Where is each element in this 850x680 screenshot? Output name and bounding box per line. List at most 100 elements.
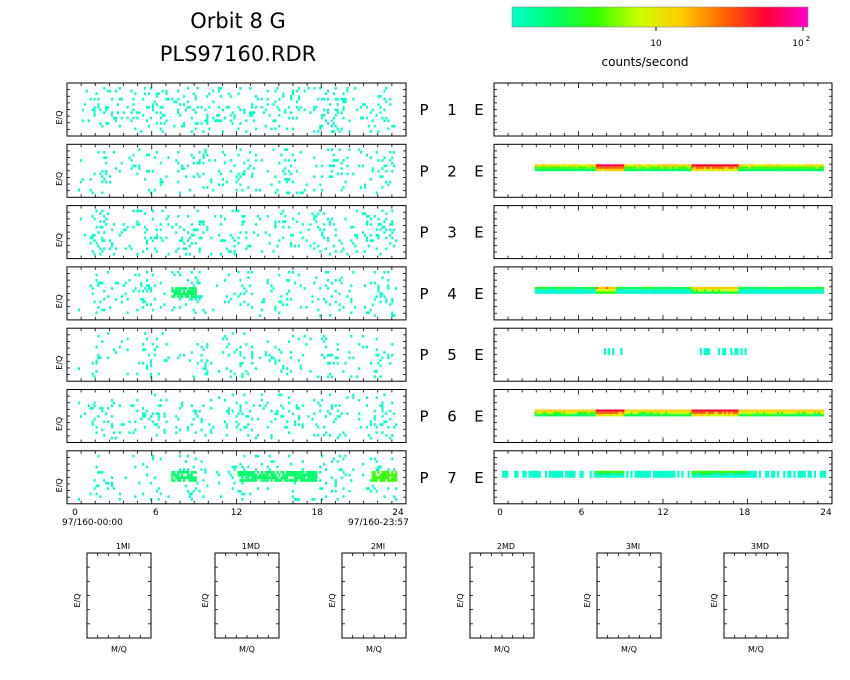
count-cell: [534, 475, 537, 478]
count-cell: [165, 92, 168, 96]
count-cell: [618, 411, 621, 415]
count-cell: [579, 411, 582, 415]
count-cell: [227, 250, 230, 253]
count-cell: [671, 166, 674, 169]
count-cell: [120, 97, 123, 101]
count-cell: [268, 468, 271, 471]
count-cell: [591, 409, 594, 412]
count-cell: [91, 215, 94, 218]
count-cell: [722, 348, 725, 351]
count-cell: [313, 281, 316, 285]
count-cell: [730, 291, 733, 294]
count-cell: [77, 188, 80, 192]
count-cell: [276, 476, 279, 480]
count-cell: [241, 372, 244, 376]
count-cell: [210, 178, 213, 181]
count-cell: [764, 414, 768, 417]
count-cell: [260, 97, 263, 101]
count-cell: [691, 166, 694, 169]
count-cell: [632, 409, 635, 412]
count-cell: [360, 186, 363, 189]
count-cell: [538, 168, 541, 172]
count-cell: [251, 361, 254, 365]
count-cell: [624, 411, 627, 415]
count-cell: [153, 100, 156, 104]
count-cell: [821, 289, 825, 292]
count-cell: [223, 116, 226, 120]
count-cell: [149, 289, 152, 293]
count-cell: [644, 164, 647, 167]
count-cell: [391, 401, 394, 405]
count-cell: [375, 247, 378, 251]
count-cell: [290, 356, 293, 360]
count-cell: [159, 180, 162, 184]
count-cell: [379, 223, 382, 226]
count-cell: [732, 291, 735, 294]
count-cell: [83, 412, 86, 416]
count-cell: [247, 479, 250, 482]
count-cell: [379, 105, 382, 109]
count-cell: [612, 348, 615, 351]
count-cell: [253, 473, 256, 477]
count-cell: [709, 164, 713, 167]
count-cell: [274, 225, 277, 229]
count-cell: [113, 252, 116, 256]
count-cell: [297, 476, 300, 480]
count-cell: [173, 100, 176, 104]
count-cell: [381, 209, 384, 213]
count-cell: [290, 370, 293, 373]
count-cell: [724, 350, 727, 353]
count-cell: [726, 164, 729, 167]
count-cell: [186, 231, 189, 234]
count-cell: [383, 495, 386, 498]
count-cell: [385, 169, 388, 173]
count-cell: [163, 114, 166, 117]
count-cell: [744, 348, 747, 351]
row-label-e: E: [474, 346, 483, 364]
count-cell: [632, 411, 635, 415]
count-cell: [756, 166, 759, 169]
count-cell: [122, 284, 125, 288]
count-cell: [365, 239, 368, 242]
count-cell: [567, 473, 570, 476]
count-cell: [752, 414, 755, 417]
count-cell: [758, 411, 761, 415]
count-cell: [144, 225, 147, 229]
count-cell: [809, 409, 812, 412]
count-cell: [744, 166, 747, 169]
count-cell: [385, 247, 388, 251]
count-cell: [130, 404, 133, 407]
count-cell: [186, 105, 189, 109]
count-cell: [373, 415, 376, 418]
count-cell: [738, 168, 741, 172]
count-cell: [111, 228, 114, 232]
count-cell: [311, 417, 314, 421]
count-cell: [744, 414, 747, 417]
count-cell: [146, 153, 149, 157]
count-cell: [620, 350, 623, 353]
count-cell: [321, 498, 324, 501]
count-cell: [321, 188, 324, 192]
count-cell: [648, 164, 651, 167]
count-cell: [707, 470, 710, 474]
count-cell: [243, 108, 246, 112]
count-cell: [299, 476, 302, 480]
count-cell: [610, 409, 613, 412]
count-cell: [208, 105, 211, 109]
count-cell: [243, 425, 246, 429]
count-cell: [536, 470, 539, 474]
count-cell: [722, 475, 725, 478]
count-cell: [375, 337, 378, 341]
count-cell: [325, 495, 328, 498]
count-cell: [171, 97, 174, 101]
count-cell: [293, 281, 296, 285]
count-cell: [766, 168, 770, 172]
count-cell: [632, 168, 635, 172]
count-cell: [724, 352, 727, 356]
count-cell: [188, 476, 191, 480]
count-cell: [603, 348, 607, 351]
count-cell: [683, 291, 686, 294]
count-cell: [340, 281, 343, 285]
count-cell: [323, 223, 326, 226]
left-panel-cells: [77, 270, 398, 317]
